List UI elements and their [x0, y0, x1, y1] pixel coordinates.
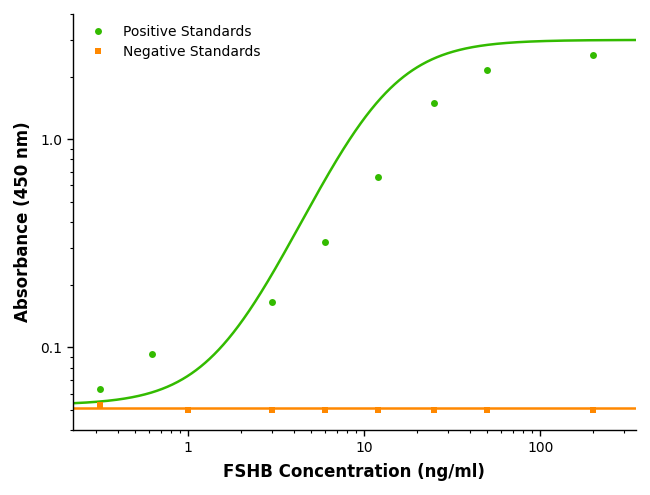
Negative Standards [185, 407, 192, 413]
Negative Standards [268, 407, 276, 413]
Negative Standards [430, 407, 438, 413]
Positive Standards [484, 67, 491, 73]
Positive Standards [321, 240, 329, 246]
Negative Standards [374, 407, 382, 413]
Positive Standards [374, 174, 382, 180]
Negative Standards [484, 407, 491, 413]
Legend: Positive Standards, Negative Standards: Positive Standards, Negative Standards [78, 19, 266, 64]
Line: Positive Standards: Positive Standards [96, 51, 597, 393]
Positive Standards [590, 51, 597, 57]
Positive Standards [149, 351, 157, 357]
Positive Standards [96, 386, 103, 392]
Negative Standards [590, 407, 597, 413]
Negative Standards [321, 407, 329, 413]
X-axis label: FSHB Concentration (ng/ml): FSHB Concentration (ng/ml) [224, 463, 486, 481]
Positive Standards [430, 99, 438, 105]
Positive Standards [268, 299, 276, 305]
Negative Standards [96, 402, 103, 408]
Y-axis label: Absorbance (450 nm): Absorbance (450 nm) [14, 122, 32, 322]
Line: Negative Standards: Negative Standards [96, 401, 597, 414]
